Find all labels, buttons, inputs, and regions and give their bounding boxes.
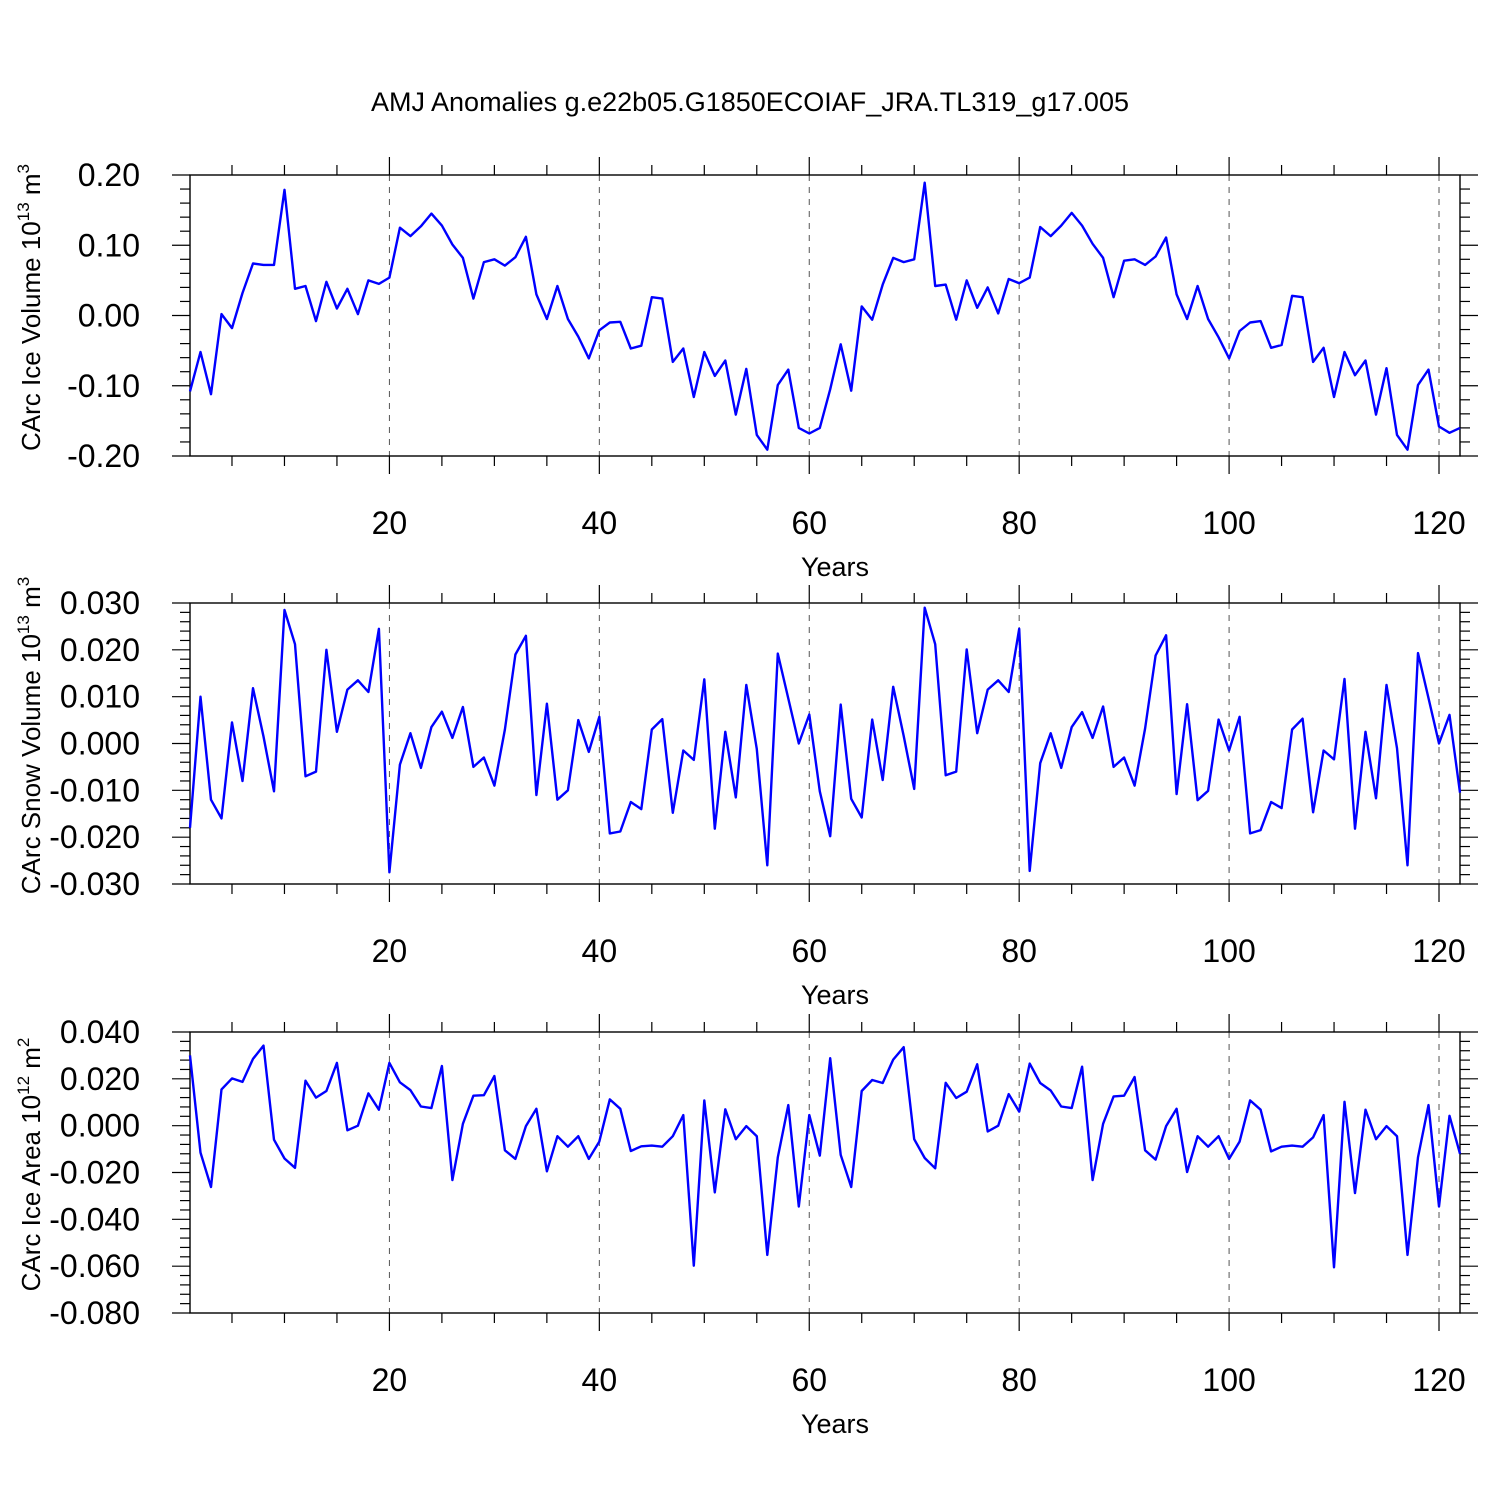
ice-area-y-axis-label: CArc Ice Area 1012 m2 (14, 1038, 46, 1292)
ice-volume-series-line (188, 181, 1461, 451)
ice-area-y-tick-label: 0.000 (60, 1108, 140, 1144)
snow-volume-x-tick-label: 60 (791, 933, 827, 969)
snow-volume-y-tick-label: -0.010 (49, 772, 140, 808)
snow-volume-x-axis-label: Years (801, 980, 869, 1010)
ice-volume-y-tick-label: 0.10 (78, 227, 140, 263)
panels: -0.20 -0.10 0.00 0.10 0.20 20 40 60 80 100 120 Year… (14, 157, 1478, 1439)
ice-area-y-tick-label: 0.020 (60, 1061, 140, 1097)
snow-volume-x-tick-label: 80 (1001, 933, 1037, 969)
ice-volume-x-tick-label: 40 (582, 505, 618, 541)
snow-volume-y-axis-label: CArc Snow Volume 1013 m3 (14, 577, 46, 894)
ice-area-y-tick-label: -0.040 (49, 1201, 140, 1237)
snow-volume-x-tick-label: 20 (372, 933, 408, 969)
snow-volume-x-tick-label: 100 (1202, 933, 1255, 969)
snow-volume-panel: -0.030 -0.020 -0.010 0.000 0.010 0.020 0.030 20… (14, 577, 1478, 1010)
snow-volume-y-tick-label: 0.030 (60, 585, 140, 621)
ice-area-x-tick-label: 120 (1412, 1362, 1465, 1398)
snow-volume-plot-frame (189, 602, 1461, 885)
snow-volume-series-line (188, 606, 1462, 874)
ice-volume-y-tick-label: 0.20 (78, 157, 140, 193)
ice-volume-x-tick-label: 120 (1412, 505, 1465, 541)
snow-volume-y-tick-label: 0.010 (60, 679, 140, 715)
ice-volume-x-tick-label: 60 (791, 505, 827, 541)
ice-area-x-tick-label: 100 (1202, 1362, 1255, 1398)
snow-volume-y-tick-label: 0.020 (60, 632, 140, 668)
ice-area-series-line (188, 1044, 1462, 1269)
ice-volume-x-tick-label: 80 (1001, 505, 1037, 541)
ice-area-x-axis-label: Years (801, 1409, 869, 1439)
ice-volume-y-tick-label: -0.20 (67, 438, 140, 474)
ice-volume-panel: -0.20 -0.10 0.00 0.10 0.20 20 40 60 80 100 120 Year… (14, 157, 1478, 582)
ice-volume-y-tick-label: 0.00 (78, 298, 140, 334)
snow-volume-y-tick-label: -0.020 (49, 819, 140, 855)
ice-volume-x-tick-label: 20 (372, 505, 408, 541)
ice-area-panel: -0.080 -0.060 -0.040 -0.020 0.000 0.020 0.040 2… (14, 1014, 1478, 1439)
ice-area-y-tick-label: -0.080 (49, 1295, 140, 1331)
snow-volume-y-tick-label: 0.000 (60, 726, 140, 762)
ice-area-y-tick-label: 0.040 (60, 1014, 140, 1050)
ice-volume-x-tick-label: 100 (1202, 505, 1255, 541)
ice-area-plot-frame (189, 1031, 1461, 1314)
chart-title: AMJ Anomalies g.e22b05.G1850ECOIAF_JRA.T… (371, 87, 1129, 117)
ice-volume-y-axis-label: CArc Ice Volume 1013 m3 (14, 164, 46, 451)
ice-volume-y-tick-label: -0.10 (67, 368, 140, 404)
snow-volume-x-tick-label: 40 (582, 933, 618, 969)
ice-area-x-tick-label: 80 (1001, 1362, 1037, 1398)
ice-area-x-tick-label: 60 (791, 1362, 827, 1398)
ice-area-y-tick-label: -0.020 (49, 1155, 140, 1191)
ice-area-y-tick-label: -0.060 (49, 1248, 140, 1284)
snow-volume-x-tick-label: 120 (1412, 933, 1465, 969)
snow-volume-y-tick-label: -0.030 (49, 866, 140, 902)
ice-area-x-tick-label: 40 (582, 1362, 618, 1398)
ice-volume-plot-frame (189, 174, 1461, 457)
ice-area-x-tick-label: 20 (372, 1362, 408, 1398)
ice-volume-x-axis-label: Years (801, 552, 869, 582)
